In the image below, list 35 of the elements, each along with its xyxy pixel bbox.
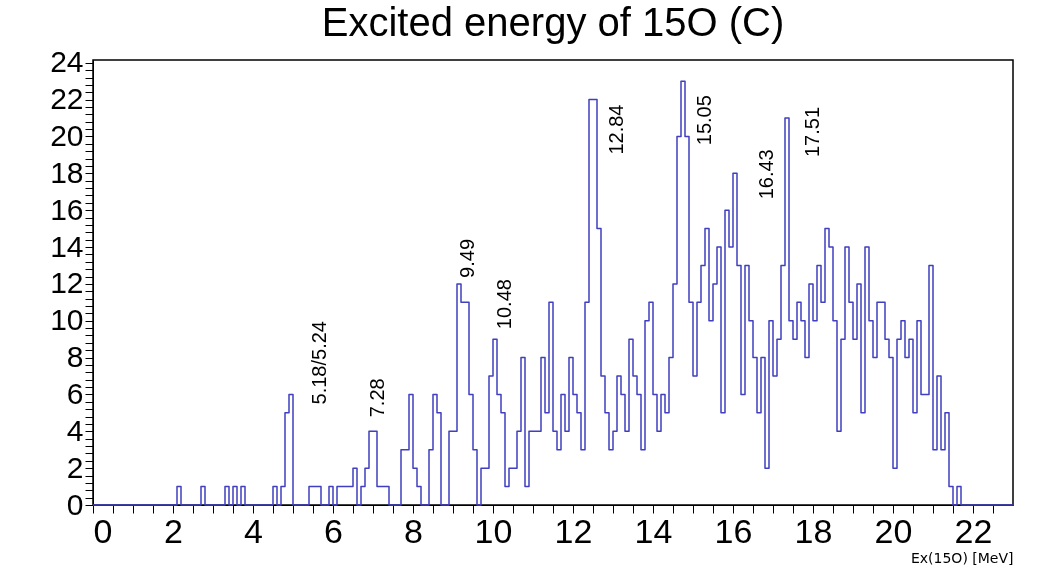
y-tick-label: 14 xyxy=(50,229,84,263)
y-tick-label: 10 xyxy=(50,303,84,337)
y-tick-label: 16 xyxy=(50,192,84,226)
annotation: 12.84 xyxy=(605,104,627,155)
y-tick-label: 4 xyxy=(66,413,84,447)
y-tick-label: 8 xyxy=(66,340,84,374)
annotation: 16.43 xyxy=(755,149,777,200)
x-tick-label: 18 xyxy=(794,511,833,550)
x-tick-label: 8 xyxy=(404,511,423,550)
x-tick-label: 4 xyxy=(244,511,263,550)
x-tick-label: 22 xyxy=(954,511,993,550)
y-tick-label: 20 xyxy=(50,118,84,152)
annotation: 7.28 xyxy=(366,378,388,418)
annotation: 17.51 xyxy=(801,106,823,158)
y-tick-label: 2 xyxy=(66,450,84,484)
x-tick-label: 6 xyxy=(324,511,343,550)
chart-title: Excited energy of 15O (C) xyxy=(321,0,785,44)
x-tick-label: 10 xyxy=(474,511,513,550)
annotation: 5.18/5.24 xyxy=(308,321,330,405)
annotation: 9.49 xyxy=(456,238,478,278)
x-tick-label: 14 xyxy=(634,511,673,550)
annotation: 10.48 xyxy=(493,279,515,330)
y-tick-label: 0 xyxy=(66,487,84,521)
annotation: 15.05 xyxy=(693,95,715,146)
x-tick-label: 16 xyxy=(714,511,753,550)
y-tick-label: 6 xyxy=(66,376,84,410)
x-tick-label: 2 xyxy=(164,511,183,550)
y-tick-label: 12 xyxy=(50,266,84,300)
y-tick-label: 24 xyxy=(50,45,84,79)
x-tick-label: 20 xyxy=(874,511,913,550)
x-tick-label: 12 xyxy=(554,511,593,550)
x-tick-label: 0 xyxy=(93,511,113,550)
y-tick-label: 18 xyxy=(50,155,84,189)
y-tick-label: 22 xyxy=(50,82,84,116)
x-axis-title: Ex(15O) [MeV] xyxy=(910,549,1014,566)
